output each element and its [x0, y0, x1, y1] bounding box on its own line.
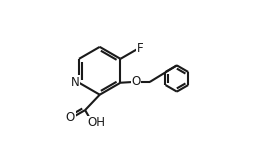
Text: F: F — [136, 42, 143, 55]
Text: O: O — [131, 76, 140, 89]
Text: O: O — [66, 111, 75, 124]
Text: OH: OH — [87, 116, 104, 129]
Text: N: N — [71, 76, 79, 89]
